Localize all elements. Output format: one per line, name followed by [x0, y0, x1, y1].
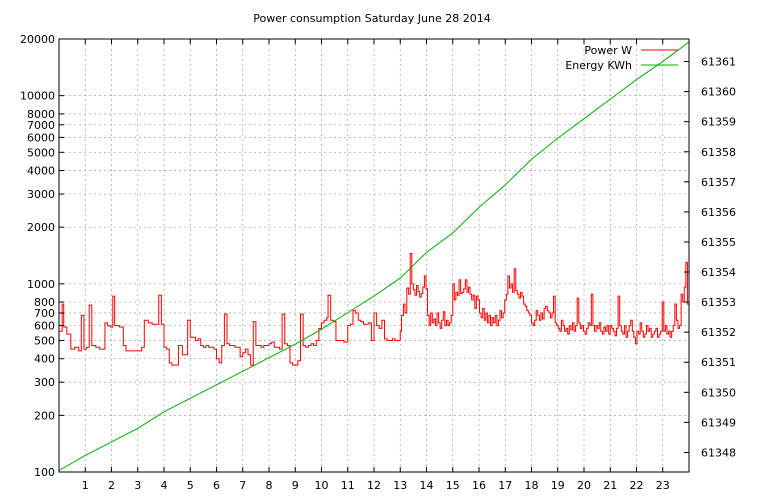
x-tick-label: 8	[266, 479, 273, 492]
x-tick-label: 9	[292, 479, 299, 492]
y-left-tick-label: 400	[34, 353, 55, 366]
y-left-tick-label: 800	[34, 296, 55, 309]
chart-title: Power consumption Saturday June 28 2014	[253, 12, 490, 25]
y-right-tick-label: 61356	[701, 206, 736, 219]
x-tick-label: 3	[134, 479, 141, 492]
y-right-tick-label: 61350	[701, 386, 736, 399]
x-tick-label: 11	[341, 479, 355, 492]
y-right-tick-label: 61351	[701, 356, 736, 369]
y-right-tick-label: 61353	[701, 296, 736, 309]
series-line-power-w	[59, 252, 690, 366]
x-tick-label: 10	[315, 479, 329, 492]
x-tick-label: 1	[82, 479, 89, 492]
x-tick-label: 23	[656, 479, 670, 492]
x-tick-label: 17	[498, 479, 512, 492]
y-left-tick-label: 6000	[27, 131, 55, 144]
y-left-tick-label: 10000	[20, 90, 55, 103]
x-tick-label: 13	[393, 479, 407, 492]
legend: Power W Energy KWh	[565, 44, 678, 72]
x-tick-label: 18	[525, 479, 539, 492]
y-left-tick-label: 7000	[27, 119, 55, 132]
legend-label-energy-kwh: Energy KWh	[565, 59, 632, 72]
x-tick-label: 6	[213, 479, 220, 492]
y-right-tick-label: 61354	[701, 266, 736, 279]
x-tick-label: 5	[187, 479, 194, 492]
y-right-tick-label: 61352	[701, 326, 736, 339]
y-left-tick-label: 100	[34, 466, 55, 479]
y-left-tick-label: 300	[34, 376, 55, 389]
y-right-tick-label: 61358	[701, 146, 736, 159]
y-left-tick-label: 4000	[27, 165, 55, 178]
y-right-tick-label: 61359	[701, 116, 736, 129]
y-left-tick-label: 600	[34, 320, 55, 333]
y-left-tick-label: 20000	[20, 33, 55, 46]
x-tick-label: 16	[472, 479, 486, 492]
y-right-tick-label: 61360	[701, 86, 736, 99]
x-tick-label: 20	[577, 479, 591, 492]
y-left-tick-label: 200	[34, 409, 55, 422]
y-left-tick-label: 500	[34, 334, 55, 347]
x-tick-label: 4	[161, 479, 168, 492]
y-right-tick-label: 61348	[701, 446, 736, 459]
y-left-tick-label: 700	[34, 307, 55, 320]
series-line-energy-kwh	[58, 41, 690, 471]
grid-lines	[59, 39, 689, 472]
y-left-tick-label: 8000	[27, 108, 55, 121]
x-tick-label: 22	[630, 479, 644, 492]
y-right-tick-label: 61355	[701, 236, 736, 249]
x-tick-label: 2	[108, 479, 115, 492]
x-tick-label: 14	[420, 479, 434, 492]
y-right-tick-label: 61361	[701, 56, 736, 69]
x-tick-label: 19	[551, 479, 565, 492]
legend-label-power-w: Power W	[584, 44, 632, 57]
x-tick-label: 21	[603, 479, 617, 492]
y-left-tick-label: 3000	[27, 188, 55, 201]
y-left-tick-label: 2000	[27, 221, 55, 234]
x-tick-label: 12	[367, 479, 381, 492]
x-tick-label: 7	[239, 479, 246, 492]
y-left-tick-label: 1000	[27, 278, 55, 291]
x-tick-label: 15	[446, 479, 460, 492]
y-right-tick-label: 61357	[701, 176, 736, 189]
y-left-tick-label: 5000	[27, 146, 55, 159]
series-layer	[58, 41, 690, 471]
y-right-tick-label: 61349	[701, 416, 736, 429]
